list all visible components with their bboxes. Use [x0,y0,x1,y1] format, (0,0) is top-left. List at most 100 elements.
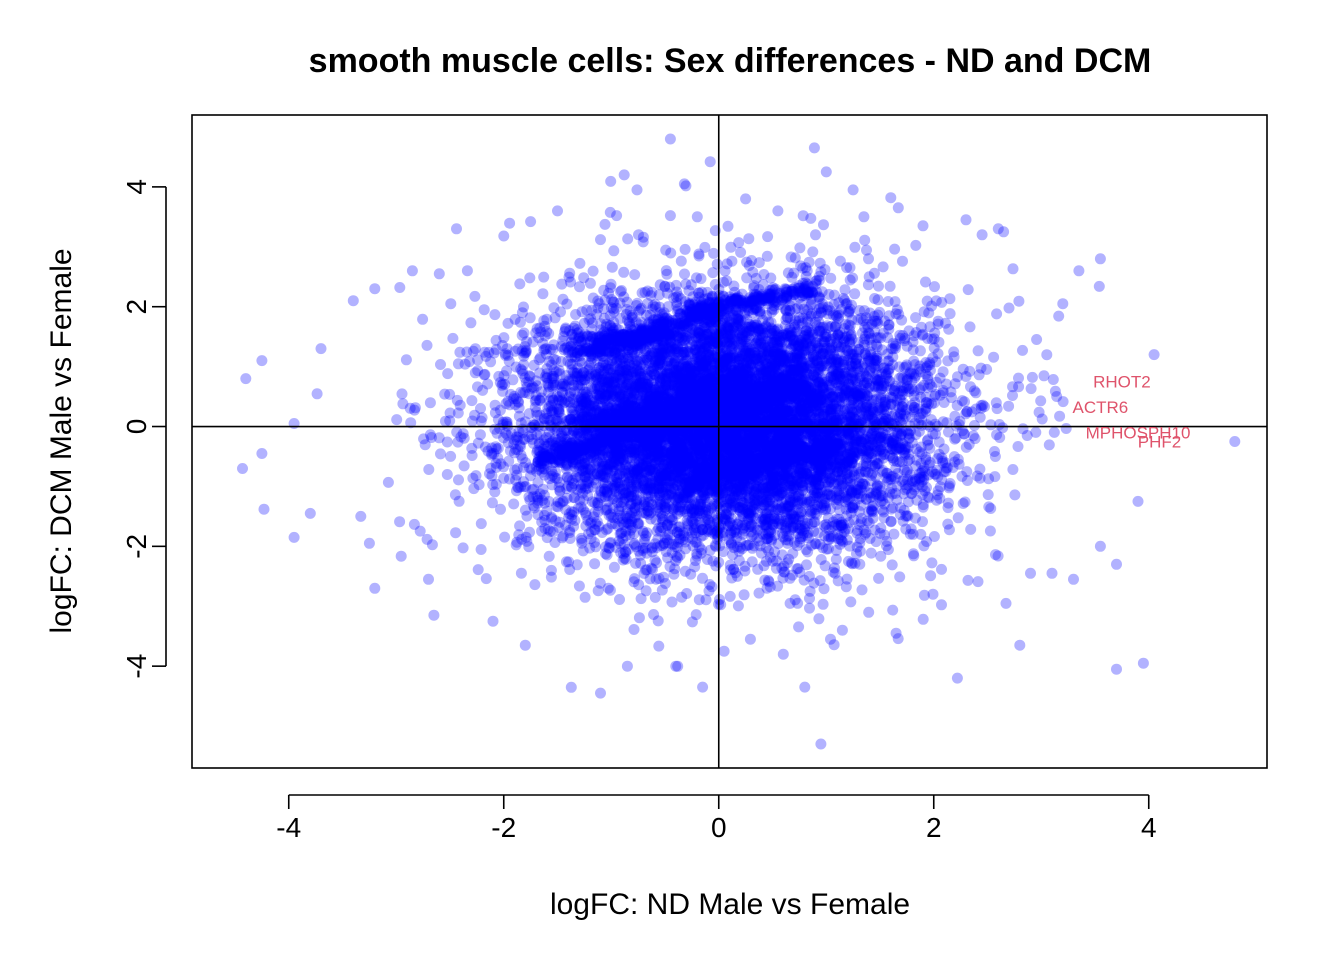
data-point [684,373,696,385]
data-point [856,584,868,596]
data-point [457,542,469,554]
data-point [538,271,550,283]
data-point [652,459,664,471]
data-point [718,334,730,346]
data-point [574,471,586,483]
data-point [635,593,647,605]
data-point [948,346,960,358]
data-point [825,272,837,284]
data-point [646,474,658,486]
data-point [865,547,877,559]
data-point [771,371,783,383]
data-point [589,459,601,471]
data-point [859,234,871,246]
data-point [618,266,630,278]
data-point [472,564,484,576]
data-point [694,449,706,461]
data-point [832,409,844,421]
data-point [897,255,908,267]
data-point [752,387,764,399]
data-point [814,257,826,269]
data-point [423,464,435,475]
data-point [1009,489,1021,501]
data-point [774,334,786,346]
data-point [817,598,829,610]
data-point [382,476,394,488]
data-point [762,231,774,243]
data-point [396,388,408,400]
data-point [694,442,706,454]
data-point [442,368,454,380]
data-point [802,527,814,539]
data-point [848,387,860,399]
data-point [503,455,515,467]
data-point [610,402,622,414]
data-point [600,504,611,516]
data-point [746,255,757,266]
data-point [942,355,954,367]
data-point [914,345,926,357]
data-point [545,564,557,576]
data-point [663,452,675,463]
data-point [691,353,703,365]
data-point [790,438,802,450]
data-point [762,394,774,406]
data-point [877,327,889,339]
data-point [611,447,623,459]
data-point [873,280,884,292]
data-point [760,519,772,531]
data-point [776,465,787,477]
data-point [785,375,797,387]
data-point [873,572,885,584]
data-point [776,487,788,499]
data-point [672,471,684,483]
data-point [936,599,947,611]
data-point [735,408,747,420]
data-point [682,488,694,499]
data-point [565,681,577,693]
data-point [587,333,599,345]
data-point [663,368,675,379]
data-point [960,441,972,453]
data-point [792,319,804,331]
data-point [862,279,874,291]
data-point [608,492,620,504]
data-point [536,392,548,404]
data-point [892,202,904,214]
data-point [707,267,719,279]
data-point [848,469,860,481]
data-point [838,355,850,367]
data-point [679,268,690,280]
data-point [680,278,692,290]
data-point [962,574,974,586]
data-point [744,633,756,645]
data-point [397,398,409,410]
data-point [395,550,407,562]
data-point [972,345,984,357]
data-point [908,404,919,416]
data-point [441,469,453,480]
data-point [835,445,847,457]
data-point [960,408,972,420]
data-point [735,461,747,473]
data-point [743,440,755,452]
data-point [594,577,606,589]
data-point [594,387,606,399]
data-point [465,317,477,329]
data-point [563,446,575,458]
data-point [615,382,627,394]
data-point [421,339,433,351]
data-point [768,390,779,402]
data-point [486,497,498,509]
data-point [738,440,750,452]
data-point [515,567,527,579]
data-point [537,288,549,300]
data-point [654,494,666,506]
data-point [445,450,457,462]
data-point [776,415,788,427]
data-point [745,415,757,426]
data-point [466,395,478,407]
data-point [662,441,674,453]
data-point [808,443,819,455]
